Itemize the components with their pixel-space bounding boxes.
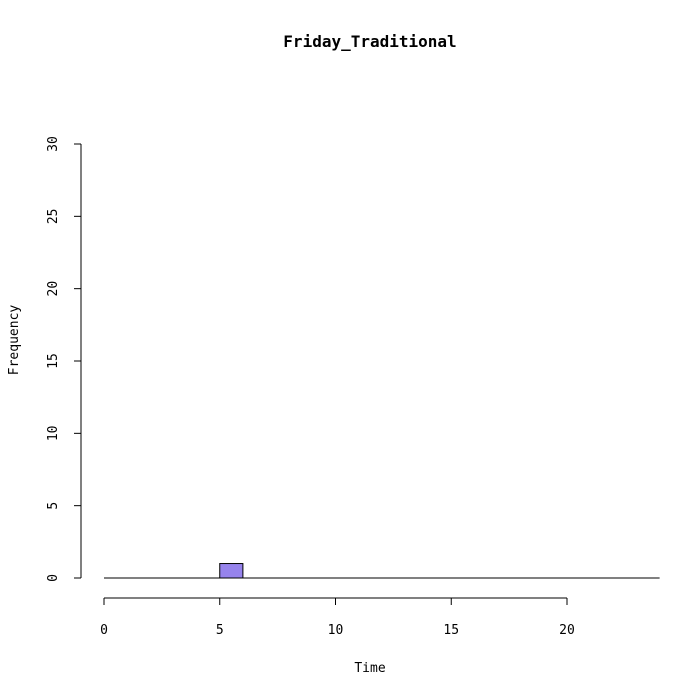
y-axis-label: Frequency: [7, 305, 22, 376]
y-tick-label: 20: [46, 281, 61, 297]
y-tick-label: 30: [46, 136, 61, 152]
x-axis-label: Time: [354, 661, 385, 676]
x-tick-label: 0: [100, 623, 108, 638]
y-tick-label: 10: [46, 426, 61, 442]
y-tick-label: 15: [46, 353, 61, 369]
y-tick-label: 5: [46, 502, 61, 510]
plot-area: [104, 563, 660, 579]
x-tick-label: 5: [216, 623, 224, 638]
histogram-bar: [219, 563, 244, 579]
x-tick-label: 10: [328, 623, 344, 638]
chart-title: Friday_Traditional: [283, 32, 456, 51]
y-axis: 0 5 10 15 20 25 30: [46, 136, 82, 582]
y-tick-label: 0: [46, 574, 61, 582]
x-axis: 0 5 10 15 20: [100, 597, 575, 638]
y-tick-label: 25: [46, 209, 61, 225]
x-tick-label: 20: [559, 623, 575, 638]
x-tick-label: 15: [443, 623, 459, 638]
